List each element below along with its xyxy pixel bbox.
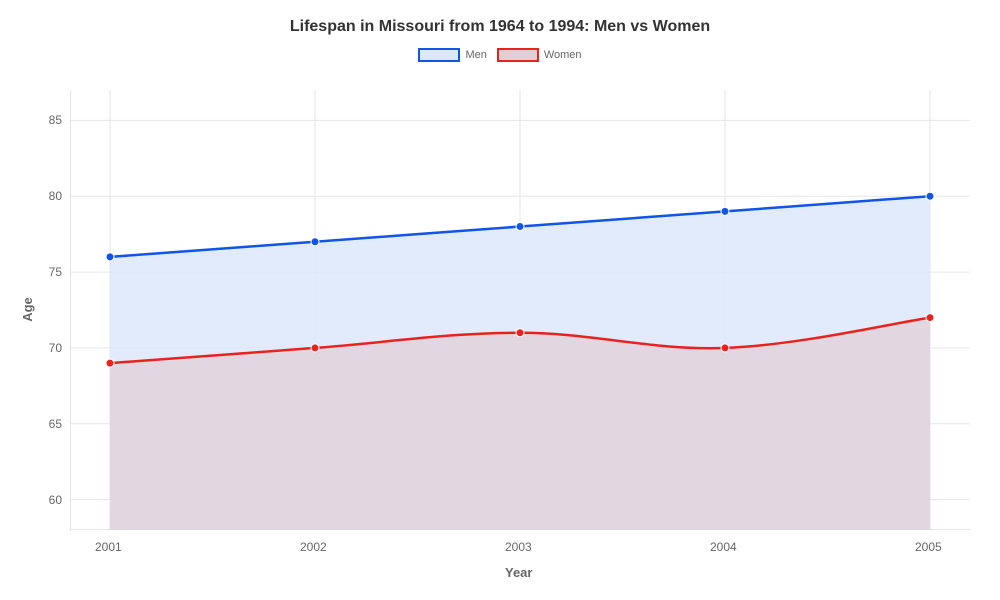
plot-area	[70, 90, 970, 530]
legend-label-women: Women	[544, 49, 582, 61]
x-axis-title: Year	[505, 565, 532, 580]
x-tick-label: 2001	[95, 540, 122, 554]
x-tick-label: 2002	[300, 540, 327, 554]
y-axis-title: Age	[20, 297, 35, 322]
y-tick-label: 85	[49, 113, 62, 127]
legend: Men Women	[0, 48, 1000, 62]
chart-container: Lifespan in Missouri from 1964 to 1994: …	[0, 0, 1000, 600]
chart-svg	[70, 90, 970, 530]
y-tick-label: 80	[49, 189, 62, 203]
legend-swatch-men	[418, 48, 460, 62]
legend-label-men: Men	[465, 49, 486, 61]
legend-item-women: Women	[497, 48, 582, 62]
y-tick-label: 70	[49, 341, 62, 355]
x-tick-label: 2005	[915, 540, 942, 554]
legend-swatch-women	[497, 48, 539, 62]
y-tick-label: 75	[49, 265, 62, 279]
y-tick-label: 65	[49, 417, 62, 431]
x-tick-label: 2004	[710, 540, 737, 554]
legend-item-men: Men	[418, 48, 486, 62]
x-tick-label: 2003	[505, 540, 532, 554]
y-tick-label: 60	[49, 493, 62, 507]
chart-title: Lifespan in Missouri from 1964 to 1994: …	[0, 18, 1000, 36]
